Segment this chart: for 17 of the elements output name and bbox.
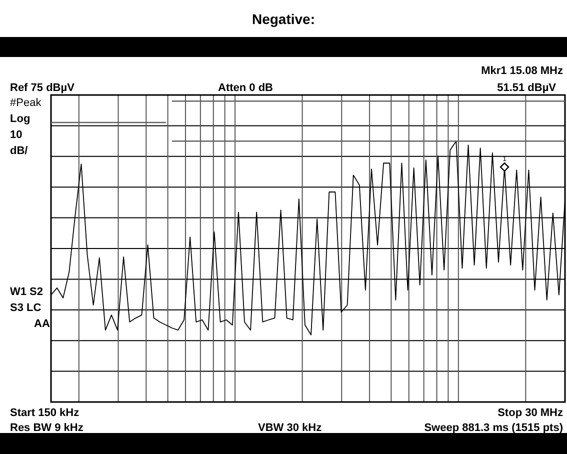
text: Mkr1 15.08 MHz [481, 65, 564, 77]
text: W1 S2 [10, 286, 44, 298]
text: Start 150 kHz [10, 407, 80, 419]
text: 10 [10, 129, 22, 141]
text: Atten 0 dB [218, 82, 274, 94]
text: Ref 75 dBµV [10, 82, 76, 94]
text: dB/ [10, 145, 28, 157]
text: S3 LC [10, 302, 42, 314]
text: Res BW 9 kHz [10, 422, 84, 434]
text: VBW 30 kHz [258, 422, 322, 434]
text: 51.51 dBµV [497, 82, 557, 94]
text: Stop 30 MHz [498, 407, 564, 419]
text: #Peak [10, 97, 42, 109]
text: Log [10, 113, 30, 125]
chart-title: Negative: [252, 11, 316, 27]
text: AA [34, 318, 50, 330]
text: Sweep 881.3 ms (1515 pts) [424, 422, 564, 434]
